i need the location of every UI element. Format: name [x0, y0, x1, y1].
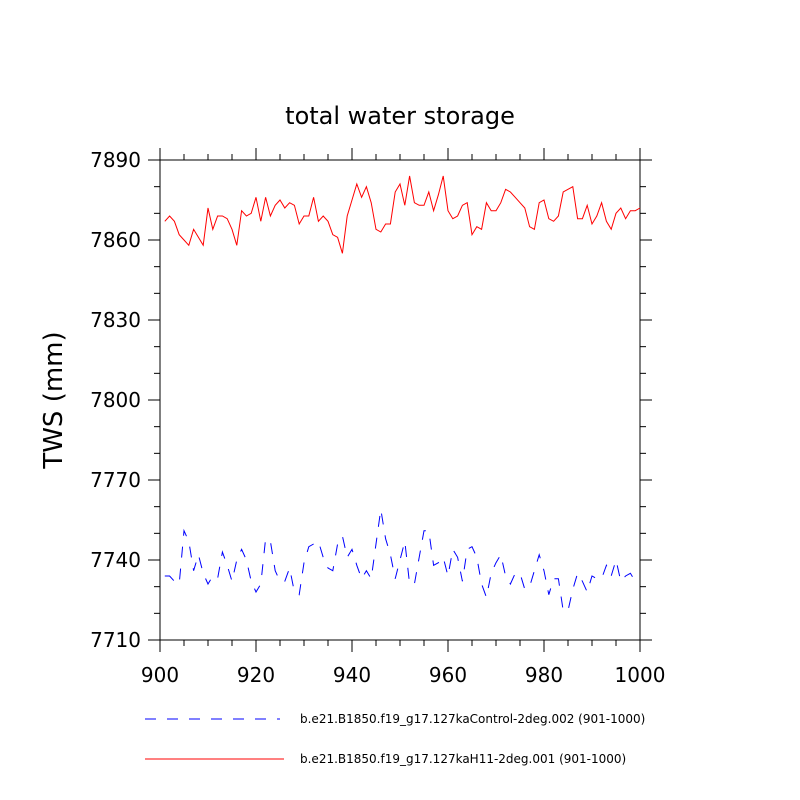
legend: b.e21.B1850.f19_g17.127kaControl-2deg.00… — [145, 712, 645, 766]
y-tick-label: 7800 — [90, 388, 141, 412]
plot-frame — [159, 159, 641, 641]
y-tick-label: 7770 — [90, 468, 141, 492]
plot-border — [159, 159, 641, 641]
tick-labels: 900 920 940 960 980 1000 7710 7740 7770 7800 7830 7… — [90, 148, 665, 687]
series-line-1 — [164, 175, 641, 254]
y-axis-label: TWS (mm) — [39, 331, 69, 469]
series-line-0 — [164, 509, 640, 612]
x-tick-label: 900 — [141, 663, 179, 687]
x-tick-label: 960 — [429, 663, 467, 687]
y-tick-label: 7710 — [90, 628, 141, 652]
chart-title: total water storage — [285, 102, 515, 130]
y-tick-label: 7740 — [90, 548, 141, 572]
x-tick-label: 1000 — [615, 663, 666, 687]
x-tick-label: 940 — [333, 663, 371, 687]
y-tick-label: 7890 — [90, 148, 141, 172]
x-tick-label: 980 — [525, 663, 563, 687]
axis-ticks — [148, 148, 652, 652]
legend-label-h11: b.e21.B1850.f19_g17.127kaH11-2deg.001 (9… — [300, 752, 626, 766]
legend-label-control: b.e21.B1850.f19_g17.127kaControl-2deg.00… — [300, 712, 645, 726]
x-tick-label: 920 — [237, 663, 275, 687]
y-tick-label: 7830 — [90, 308, 141, 332]
series-lines — [164, 175, 641, 612]
y-tick-label: 7860 — [90, 228, 141, 252]
